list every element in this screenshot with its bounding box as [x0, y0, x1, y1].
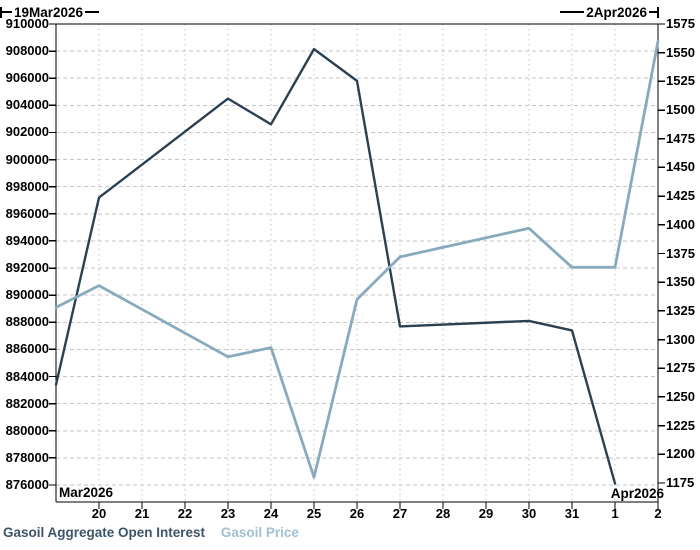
x-axis-tick-label: 21 — [134, 506, 150, 521]
x-axis-tick-label: 2 — [654, 506, 662, 521]
legend-item-price: Gasoil Price — [220, 525, 299, 540]
y-axis-right-tick-label: 1225 — [666, 417, 695, 433]
y-axis-left-tick-label: 898000 — [5, 178, 49, 194]
y-axis-right-tick-label: 1325 — [666, 302, 695, 318]
y-axis-right-tick-label: 1200 — [666, 446, 695, 462]
y-axis-left-tick-label: 882000 — [5, 395, 49, 411]
x-axis-tick-label: 30 — [521, 506, 537, 521]
x-axis-tick-label: 23 — [220, 506, 236, 521]
x-axis-tick-label: 22 — [177, 506, 193, 521]
y-axis-left-tick-label: 890000 — [5, 287, 49, 303]
x-axis-tick-label: 26 — [349, 506, 365, 521]
y-axis-right-tick-label: 1175 — [666, 475, 695, 490]
legend: Gasoil Aggregate Open Interest Gasoil Pr… — [3, 525, 299, 540]
x-axis-tick-label: 28 — [435, 506, 451, 521]
series-line-open-interest — [54, 47, 617, 485]
y-axis-left-tick-label: 888000 — [5, 314, 49, 330]
month-label-start: Mar2026 — [59, 485, 114, 500]
y-axis-left-tick-label: 910000 — [5, 16, 49, 31]
y-axis-right-tick-label: 1500 — [666, 102, 695, 118]
y-axis-left-tick-label: 902000 — [5, 124, 49, 140]
x-axis-tick-label: 1 — [611, 506, 619, 521]
y-axis-left-tick-label: 886000 — [5, 341, 49, 357]
legend-item-open-interest: Gasoil Aggregate Open Interest — [3, 525, 206, 540]
start-date-label: 19Mar2026 — [14, 4, 84, 20]
end-date-label: 2Apr2026 — [586, 4, 647, 20]
range-start-tick — [0, 6, 2, 18]
y-axis-right-tick-label: 1375 — [666, 245, 695, 261]
y-axis-left-tick-label: 908000 — [5, 43, 49, 59]
series-line-price — [54, 39, 660, 479]
y-axis-left-tick-label: 892000 — [5, 260, 49, 276]
y-axis-right-tick-label: 1400 — [666, 216, 695, 232]
y-axis-right-tick-label: 1350 — [666, 274, 695, 290]
y-axis-left-tick-label: 896000 — [5, 205, 49, 221]
y-axis-left-tick-label: 884000 — [5, 368, 49, 384]
y-axis-left-tick-label: 880000 — [5, 422, 49, 438]
y-axis-right-tick-label: 1450 — [666, 159, 695, 175]
y-axis-left-tick-label: 878000 — [5, 449, 49, 465]
y-axis-left-tick-label: 894000 — [5, 232, 49, 248]
y-axis-right-tick-label: 1575 — [666, 16, 695, 31]
y-axis-left-tick-label: 900000 — [5, 151, 49, 167]
range-line — [85, 11, 100, 13]
x-axis-tick-label: 20 — [91, 506, 107, 521]
y-axis-left-tick-label: 906000 — [5, 70, 49, 86]
x-axis-tick-label: 31 — [564, 506, 580, 521]
x-axis-tick-label: 29 — [478, 506, 494, 521]
month-label-end: Apr2026 — [610, 486, 664, 501]
date-range-end-annotation: 2Apr2026 — [560, 4, 659, 20]
y-axis-right-tick-label: 1250 — [666, 388, 695, 404]
y-axis-right-tick-label: 1425 — [666, 188, 695, 204]
y-axis-left-tick-label: 904000 — [5, 97, 49, 113]
x-axis-tick-label: 25 — [306, 506, 322, 521]
y-axis-right-tick-label: 1525 — [666, 73, 695, 89]
range-line — [649, 11, 657, 13]
date-range-start-annotation: 19Mar2026 — [0, 4, 100, 20]
range-line — [560, 11, 585, 13]
y-axis-left-tick-label: 876000 — [5, 477, 49, 492]
x-axis-tick-label: 27 — [392, 506, 408, 521]
x-axis-tick-label: 24 — [263, 506, 279, 521]
range-line — [2, 11, 12, 13]
y-axis-right-tick-label: 1475 — [666, 130, 695, 146]
y-axis-right-tick-label: 1300 — [666, 331, 695, 347]
y-axis-right-tick-label: 1550 — [666, 44, 695, 60]
y-axis-right-tick-label: 1275 — [666, 360, 695, 376]
range-end-tick — [657, 6, 659, 18]
